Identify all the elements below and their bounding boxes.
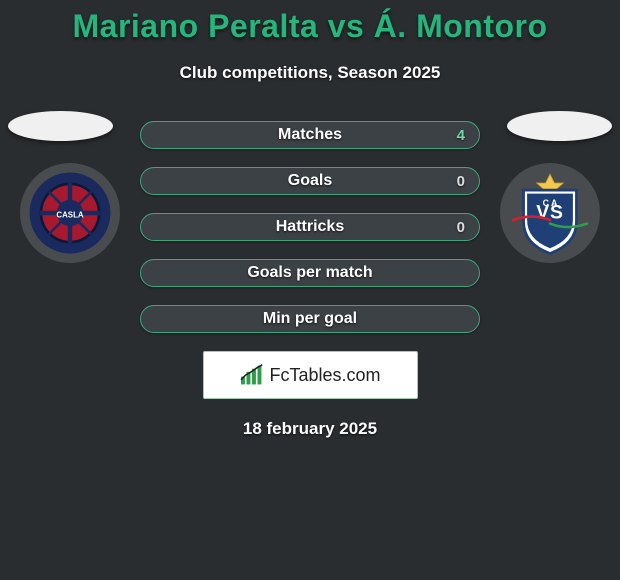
comparison-stage: CASLA VS C A Matches4 Goals0 Hattricks0 Goa… — [0, 121, 620, 333]
stat-row: Min per goal — [140, 305, 480, 333]
stat-values: 0 — [141, 214, 479, 240]
stat-row: Matches4 — [140, 121, 480, 149]
fctables-logo: FcTables.com — [203, 351, 418, 399]
stat-value-right: 0 — [457, 173, 465, 190]
subtitle: Club competitions, Season 2025 — [0, 63, 620, 83]
stat-values — [141, 306, 479, 332]
stat-values: 0 — [141, 168, 479, 194]
svg-text:C A: C A — [543, 198, 558, 208]
page-title: Mariano Peralta vs Á. Montoro — [0, 0, 620, 45]
stat-row: Goals per match — [140, 259, 480, 287]
club-crest-right: VS C A — [500, 163, 600, 263]
club-crest-left: CASLA — [20, 163, 120, 263]
stat-value-right: 0 — [457, 219, 465, 236]
player-left-avatar — [8, 111, 113, 141]
stat-value-right: 4 — [457, 127, 465, 144]
player-right-avatar — [507, 111, 612, 141]
svg-text:CASLA: CASLA — [56, 210, 84, 219]
stat-row: Hattricks0 — [140, 213, 480, 241]
stat-bars: Matches4 Goals0 Hattricks0 Goals per match M… — [140, 121, 480, 333]
stat-values — [141, 260, 479, 286]
stat-row: Goals0 — [140, 167, 480, 195]
date-text: 18 february 2025 — [0, 419, 620, 439]
stat-values: 4 — [141, 122, 479, 148]
logo-text: FcTables.com — [269, 365, 380, 386]
bar-chart-icon — [239, 364, 265, 386]
